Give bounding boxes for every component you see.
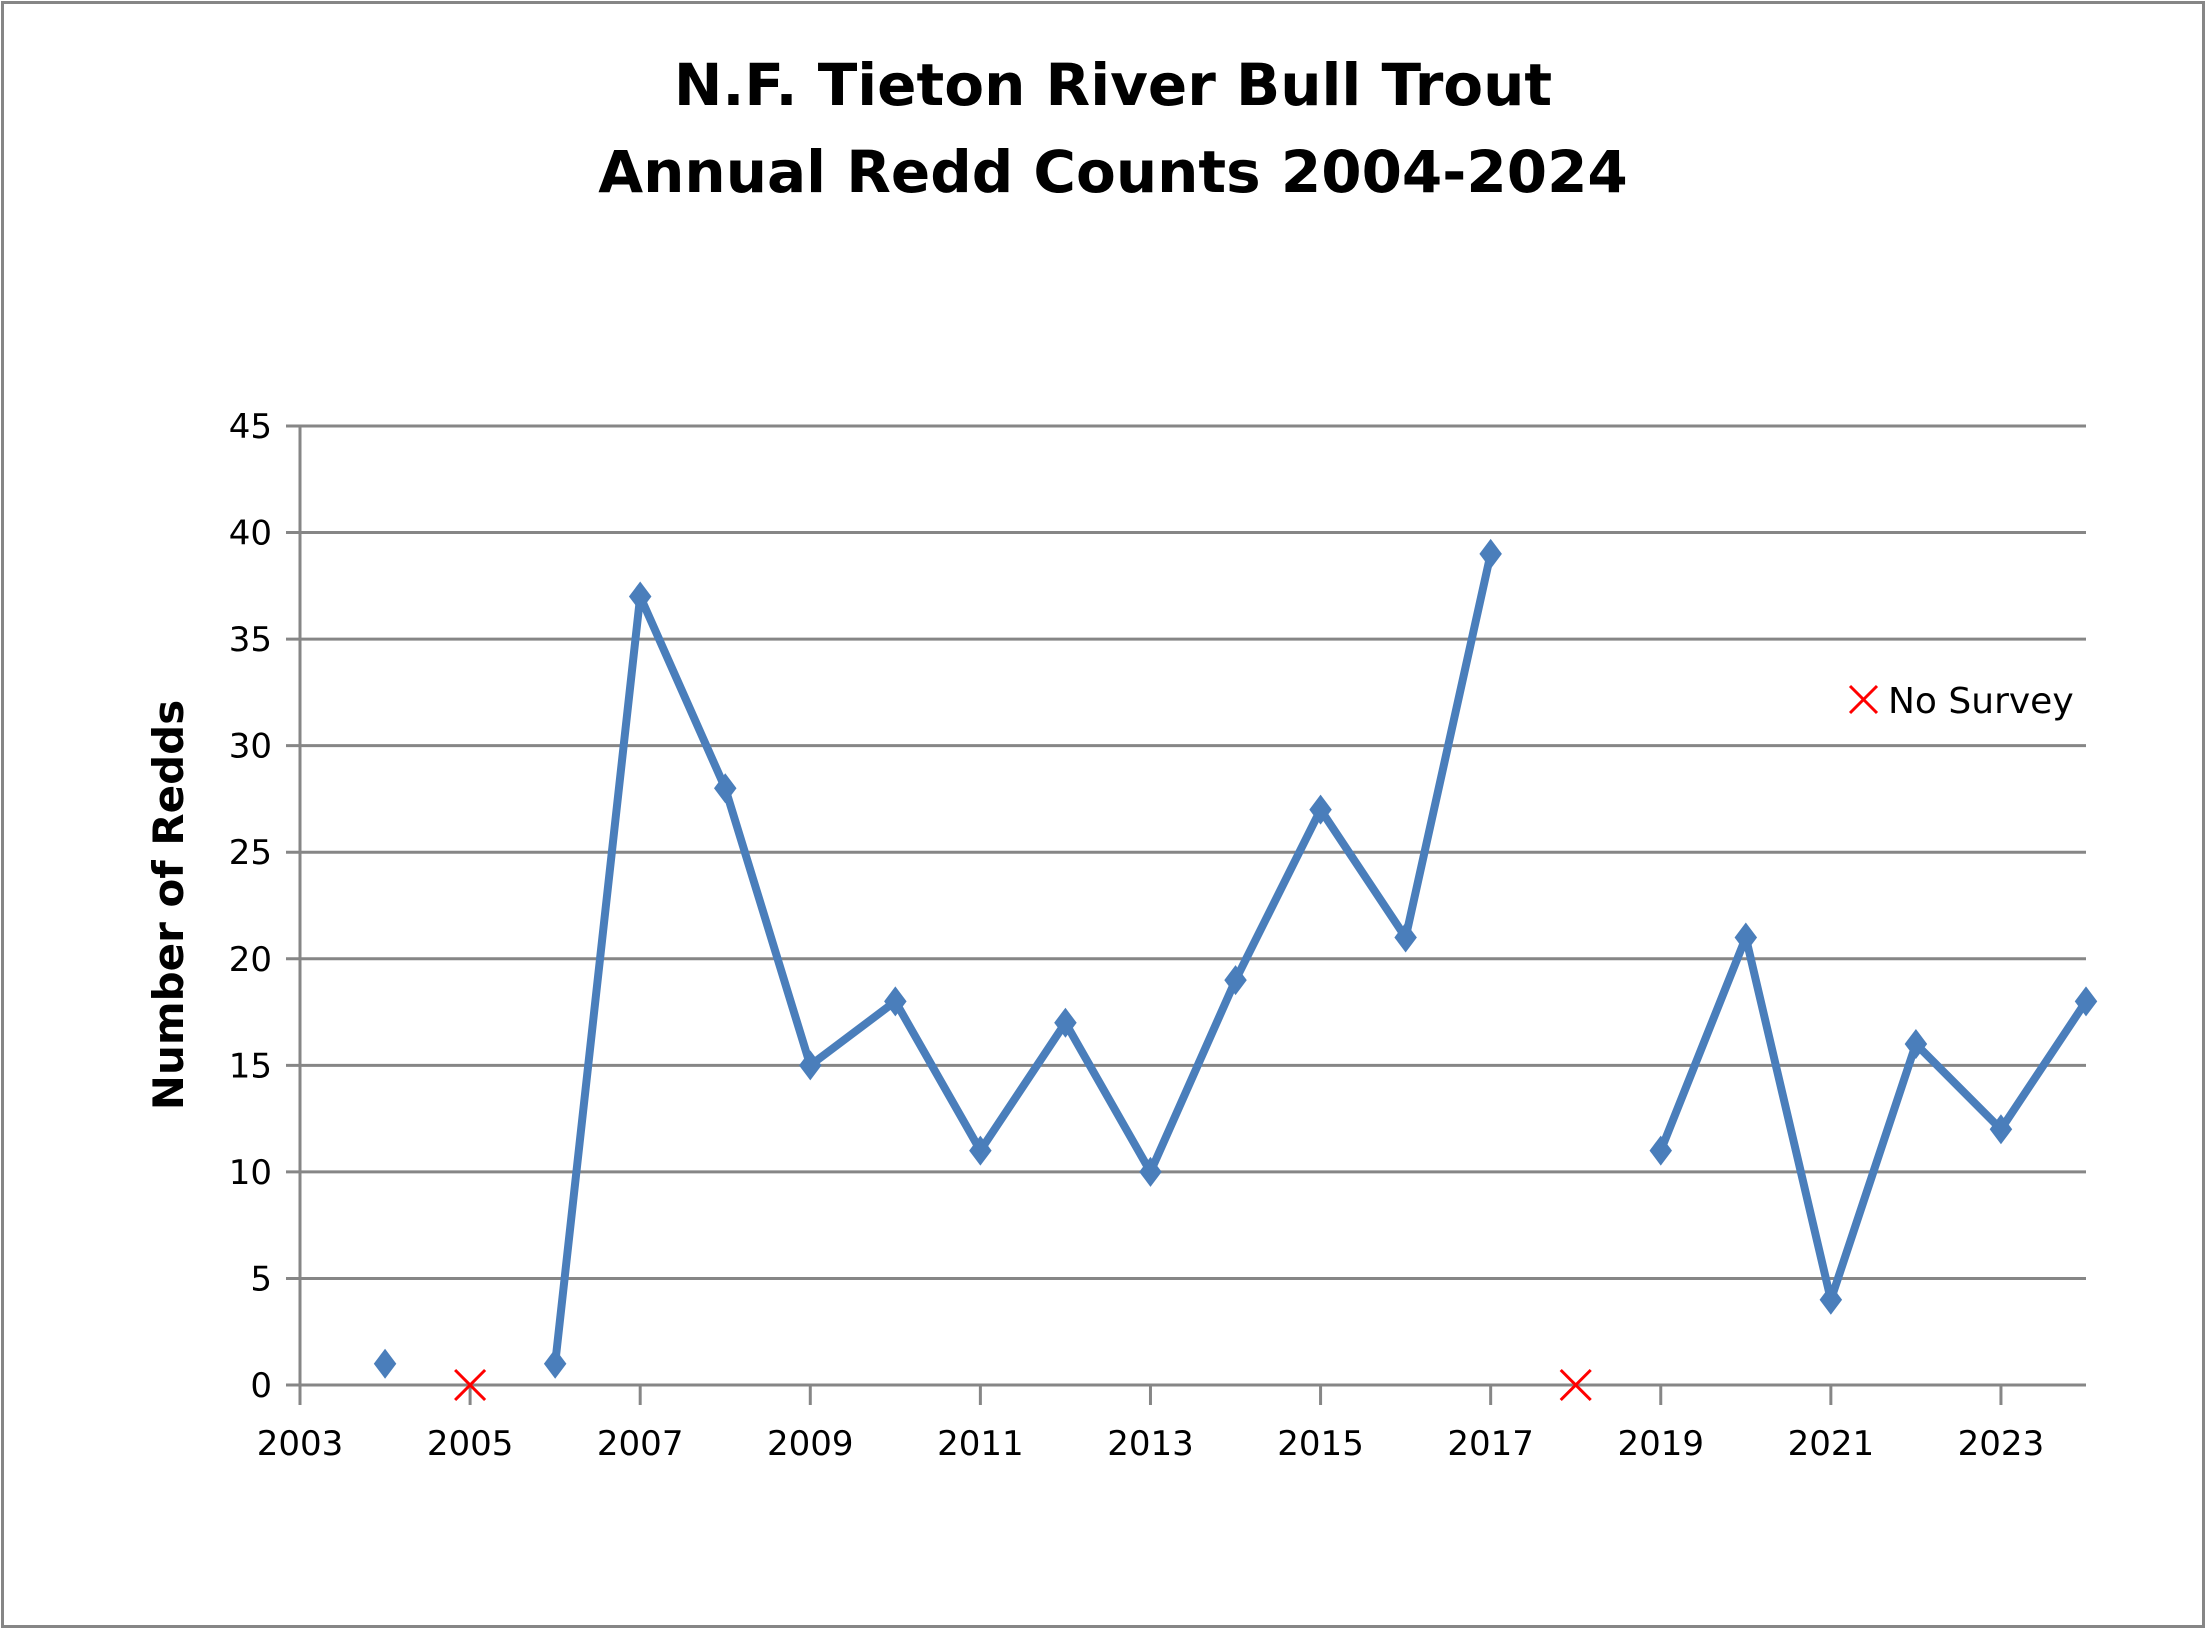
y-axis-label: Number of Redds: [144, 700, 193, 1110]
data-point-2014: [1224, 965, 1247, 996]
x-tick-label: 2019: [1617, 1424, 1704, 1464]
data-point-2015: [1309, 794, 1332, 825]
data-point-2006: [543, 1348, 567, 1379]
y-tick-label: 15: [229, 1046, 272, 1086]
data-point-2021: [1819, 1284, 1843, 1315]
x-tick-label: 2009: [767, 1424, 854, 1464]
y-tick-label: 20: [229, 940, 272, 980]
x-tick-label: 2023: [1958, 1424, 2045, 1464]
x-stroke: [1559, 1368, 1592, 1402]
data-point-2016: [1394, 922, 1417, 953]
data-point-2009: [799, 1050, 822, 1081]
y-tick-label: 40: [229, 514, 272, 554]
no-survey-marker-2018: [1559, 1368, 1592, 1402]
data-point-2011: [969, 1135, 992, 1166]
x-tick-label: 2007: [597, 1424, 684, 1464]
y-tick-label: 10: [229, 1153, 272, 1193]
x-tick-label: 2013: [1107, 1424, 1194, 1464]
y-tick-label: 35: [229, 620, 272, 660]
data-point-2010: [884, 986, 907, 1017]
x-tick-label: 2003: [257, 1424, 344, 1464]
series-line-segment: [551, 553, 1495, 1365]
legend: No Survey: [1848, 681, 2074, 722]
y-tick-label: 5: [250, 1259, 272, 1299]
data-point-2012: [1054, 1007, 1077, 1038]
data-point-2008: [713, 773, 737, 804]
y-tick-label: 25: [229, 833, 272, 873]
data-point-2017: [1479, 538, 1502, 569]
x-tick-label: 2015: [1277, 1424, 1364, 1464]
x-tick-label: 2017: [1447, 1424, 1534, 1464]
x-stroke: [454, 1368, 487, 1402]
y-tick-label: 0: [250, 1366, 272, 1406]
data-point-2023: [1989, 1114, 2013, 1145]
legend-x-icon: [1848, 684, 1879, 715]
data-point-2007: [628, 581, 652, 612]
y-tick-label: 30: [229, 727, 272, 767]
chart-title-line-2: Annual Redd Counts 2004-2024: [598, 138, 1628, 206]
data-point-2022: [1904, 1029, 1928, 1060]
x-tick-label: 2021: [1788, 1424, 1875, 1464]
chart-title-line-1: N.F. Tieton River Bull Trout: [674, 51, 1552, 119]
data-point-2019: [1649, 1135, 1673, 1166]
data-point-2024: [2074, 986, 2098, 1017]
x-tick-label: 2005: [427, 1424, 514, 1464]
data-point-2013: [1139, 1156, 1162, 1187]
data-point-2004: [373, 1348, 397, 1379]
series-line-segment: [1657, 933, 2090, 1304]
data-point-2020: [1734, 922, 1758, 953]
y-tick-label: 45: [229, 407, 272, 447]
x-tick-label: 2011: [937, 1424, 1024, 1464]
no-survey-marker-2005: [454, 1368, 487, 1402]
legend-label-no-survey: No Survey: [1888, 681, 2074, 722]
